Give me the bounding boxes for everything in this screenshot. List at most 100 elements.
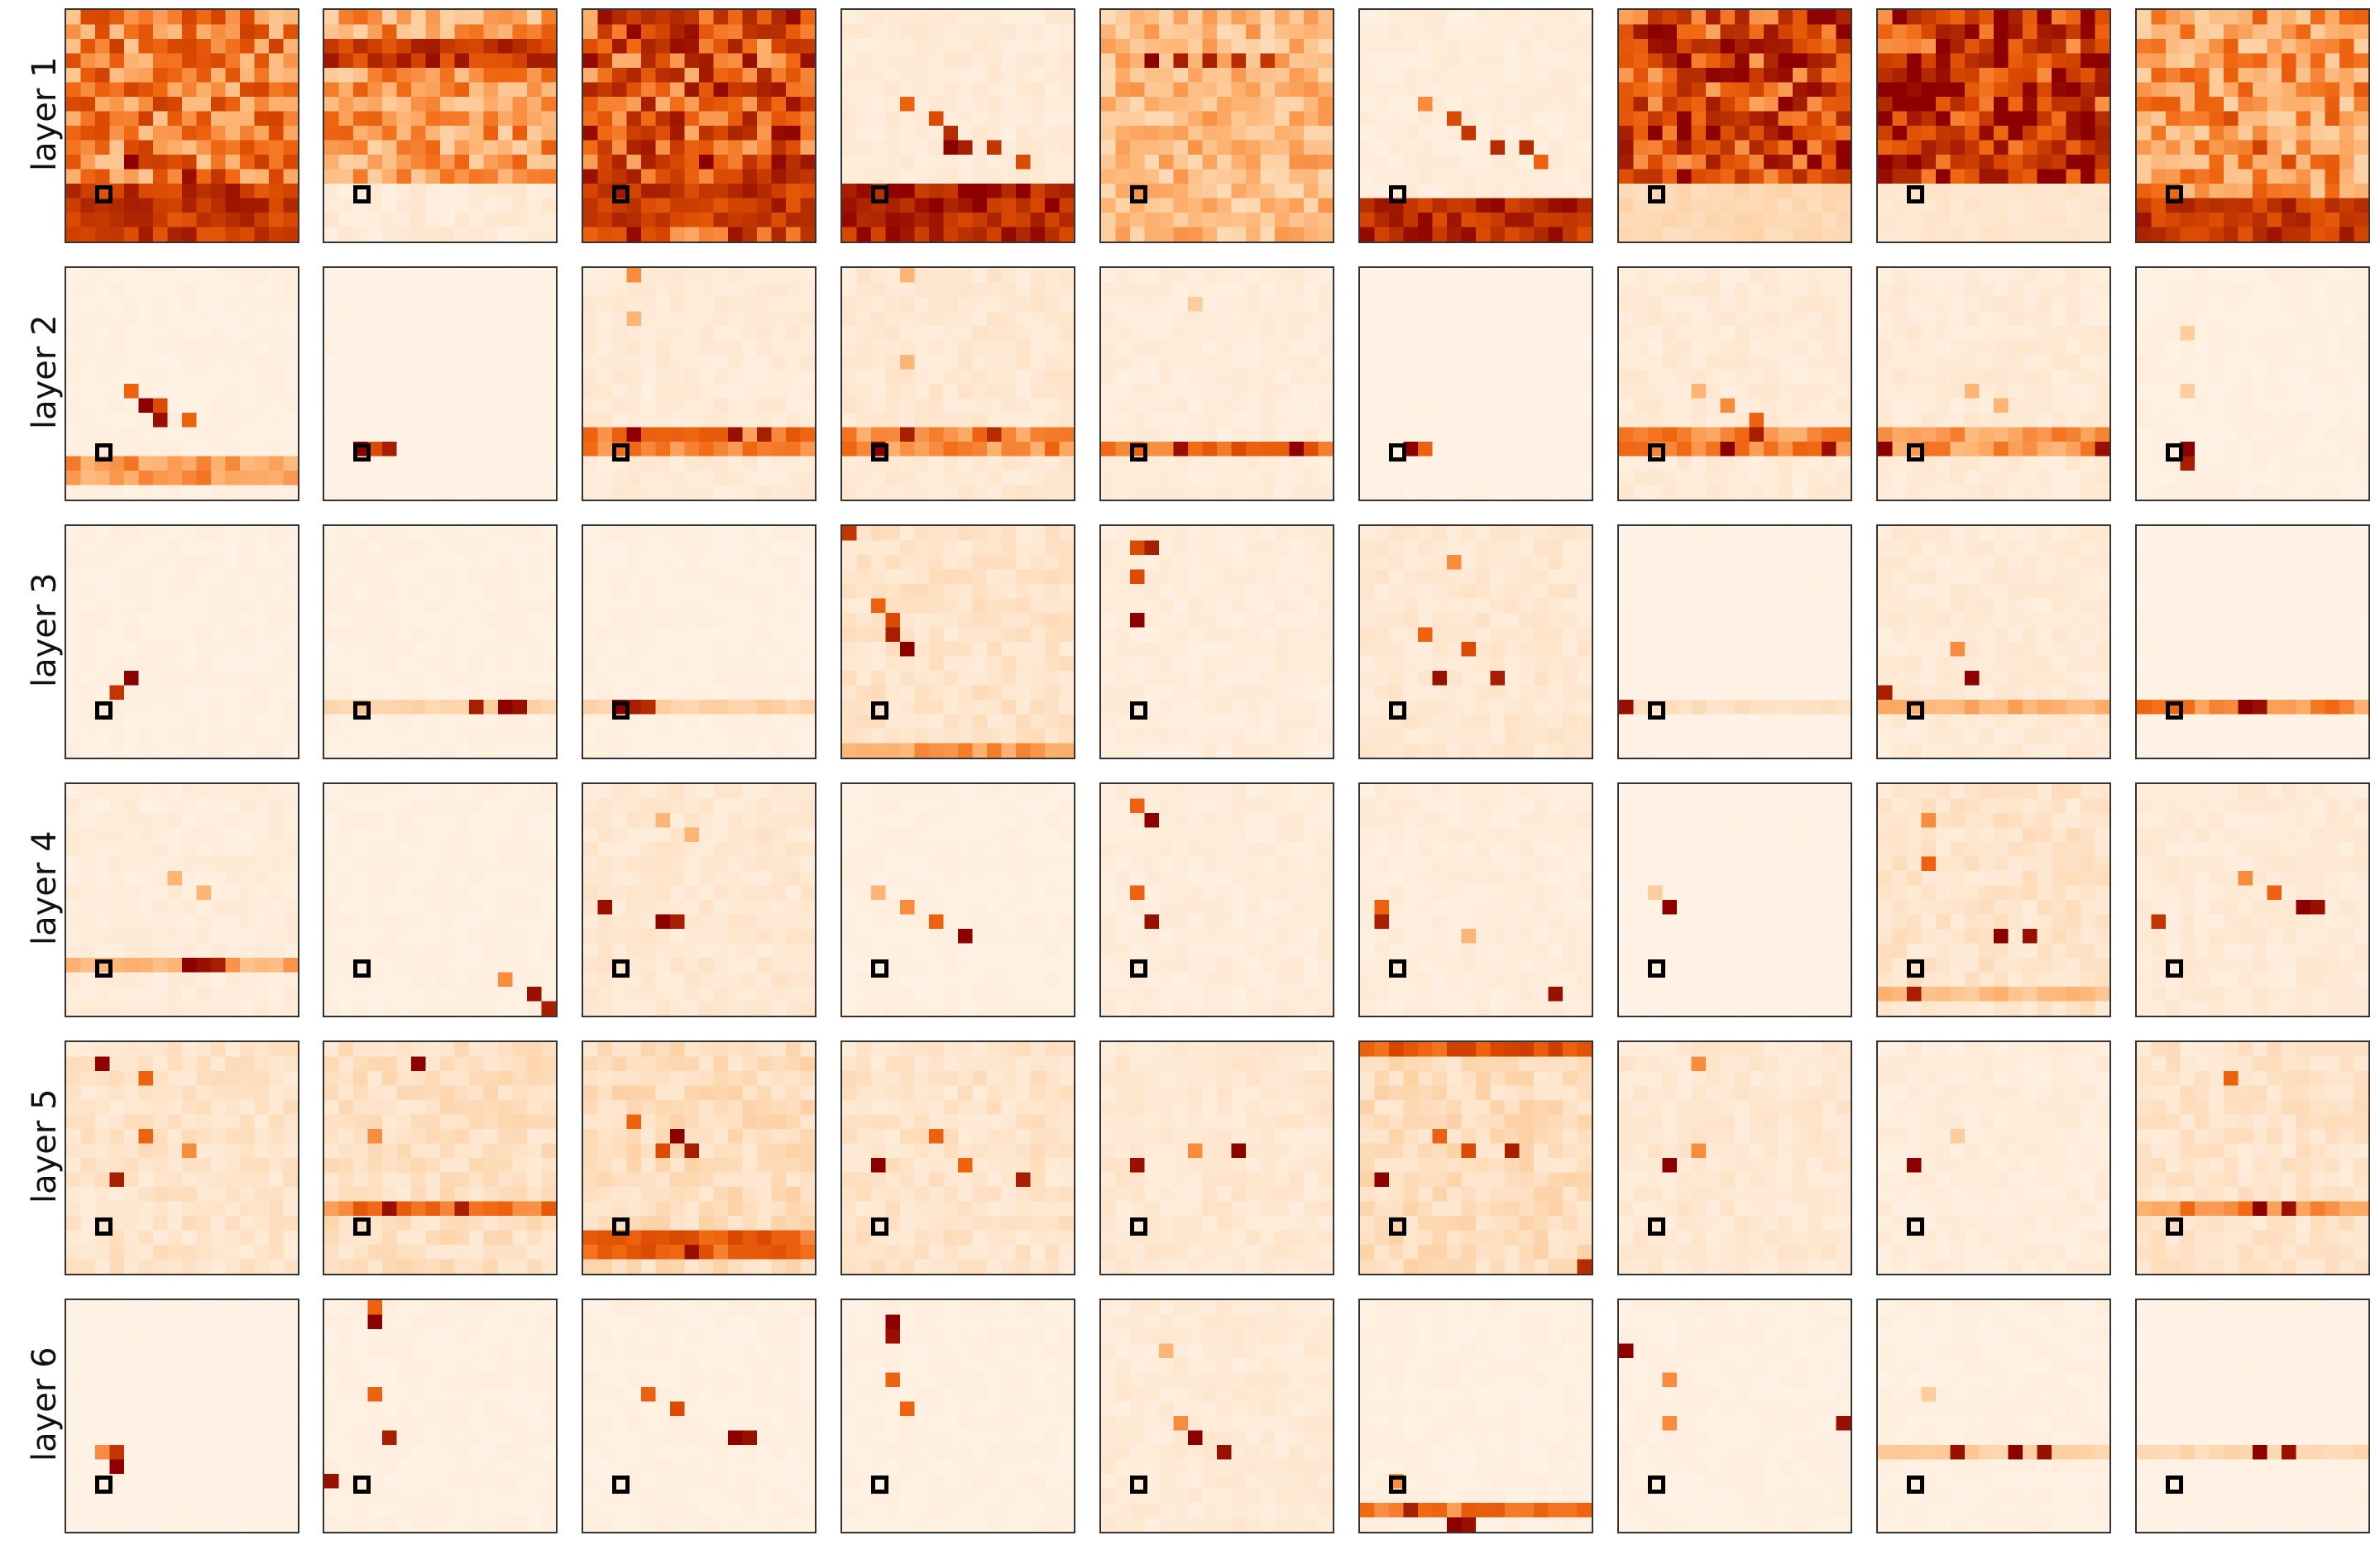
heatmap-cell — [338, 413, 354, 428]
heatmap-cell — [469, 82, 484, 98]
heatmap-cell — [1764, 311, 1779, 327]
heatmap-cell — [1260, 24, 1276, 40]
heatmap-cell — [498, 369, 513, 385]
heatmap-cell — [1101, 169, 1116, 184]
heatmap-cell — [2037, 24, 2052, 40]
heatmap-cell — [167, 198, 183, 213]
heatmap-cell — [2037, 456, 2052, 471]
heatmap-cell — [742, 82, 758, 98]
heatmap-cell — [2066, 97, 2081, 112]
heatmap-cell — [2311, 427, 2325, 442]
heatmap-cell — [2066, 398, 2081, 414]
heatmap-cell — [1936, 398, 1951, 414]
heatmap-cell — [842, 326, 857, 341]
heatmap-cell — [972, 384, 988, 399]
heatmap-cell — [2267, 82, 2282, 98]
heatmap-cell — [1921, 456, 1937, 471]
heatmap-cell — [1304, 326, 1319, 341]
heatmap-cell — [353, 111, 368, 127]
heatmap-cell — [1461, 111, 1477, 127]
heatmap-cell — [1548, 297, 1564, 312]
heatmap-cell — [182, 227, 197, 242]
heatmap-cell — [1519, 68, 1535, 83]
heatmap-cell — [153, 213, 168, 227]
heatmap-cell — [1950, 97, 1966, 112]
heatmap-cell — [1260, 184, 1276, 199]
heatmap-cell — [1418, 184, 1433, 199]
heatmap-cell — [2209, 413, 2224, 428]
heatmap-cell — [1360, 311, 1375, 327]
heatmap-cell — [1490, 282, 1506, 298]
heatmap-cell — [1159, 282, 1174, 298]
heatmap-cell — [1461, 169, 1477, 184]
heatmap-cell — [1505, 126, 1520, 141]
heatmap-cell — [1432, 384, 1448, 399]
heatmap-cell — [153, 311, 168, 327]
heatmap-cell — [1231, 398, 1247, 414]
heatmap-cell — [900, 471, 915, 486]
heatmap-cell — [670, 268, 685, 283]
heatmap-cell — [1045, 268, 1060, 283]
heatmap-cell — [367, 555, 383, 570]
heatmap-cell — [1318, 169, 1333, 184]
heatmap-cell — [626, 398, 642, 414]
heatmap-cell — [2137, 311, 2152, 327]
heatmap-cell — [2253, 111, 2267, 127]
heatmap-cell — [771, 282, 787, 298]
heatmap-cell — [2052, 282, 2066, 298]
heatmap-cell — [2037, 53, 2052, 69]
heatmap-cell — [1807, 311, 1822, 327]
heatmap-cell — [1979, 369, 1995, 385]
heatmap-cell — [2081, 169, 2095, 184]
heatmap-cell — [1505, 456, 1520, 471]
heatmap-cell — [1246, 213, 1261, 227]
heatmap-cell — [1907, 111, 1922, 127]
heatmap-cell — [1202, 10, 1218, 25]
heatmap-cell — [1432, 24, 1448, 40]
heatmap-cell — [1950, 140, 1966, 155]
heatmap-cell — [1836, 326, 1851, 341]
heatmap-cell — [1691, 126, 1707, 141]
heatmap-cell — [1519, 268, 1535, 283]
heatmap-cell — [655, 384, 671, 399]
heatmap-cell — [1418, 384, 1433, 399]
heatmap-cell — [2081, 369, 2095, 385]
heatmap-cell — [498, 198, 513, 213]
heatmap-cell — [269, 442, 284, 457]
heatmap-cell — [269, 311, 284, 327]
heatmap-cell — [240, 714, 255, 729]
heatmap-cell — [1505, 169, 1520, 184]
heatmap-cell — [2081, 384, 2095, 399]
heatmap-cell — [900, 126, 915, 141]
heatmap-cell — [1892, 326, 1908, 341]
heatmap-cell — [1807, 456, 1822, 471]
heatmap-cell — [1173, 169, 1189, 184]
heatmap-cell — [283, 555, 298, 570]
heatmap-cell — [1188, 398, 1203, 414]
heatmap-cell — [283, 456, 298, 471]
heatmap-cell — [1633, 340, 1649, 356]
heatmap-cell — [324, 526, 339, 541]
heatmap-cell — [1662, 126, 1678, 141]
heatmap-cell — [929, 227, 944, 242]
heatmap-cell — [1045, 97, 1060, 112]
heatmap-svg — [842, 10, 1074, 242]
heatmap-cell — [1260, 213, 1276, 227]
heatmap-cell — [211, 685, 226, 701]
heatmap-cell — [1979, 53, 1995, 69]
heatmap-cell — [1548, 384, 1564, 399]
heatmap-cell — [95, 340, 110, 356]
heatmap-cell — [167, 743, 183, 758]
heatmap-cell — [254, 398, 270, 414]
heatmap-cell — [1045, 227, 1060, 242]
heatmap-cell — [153, 471, 168, 486]
heatmap-cell — [1202, 471, 1218, 486]
heatmap-cell — [1735, 427, 1750, 442]
heatmap-cell — [2224, 297, 2239, 312]
heatmap-cell — [1965, 155, 1980, 170]
heatmap-cell — [240, 326, 255, 341]
heatmap-cell — [1519, 10, 1535, 25]
heatmap-cell — [1016, 471, 1031, 486]
heatmap-cell — [2081, 82, 2095, 98]
heatmap-cell — [1246, 140, 1261, 155]
